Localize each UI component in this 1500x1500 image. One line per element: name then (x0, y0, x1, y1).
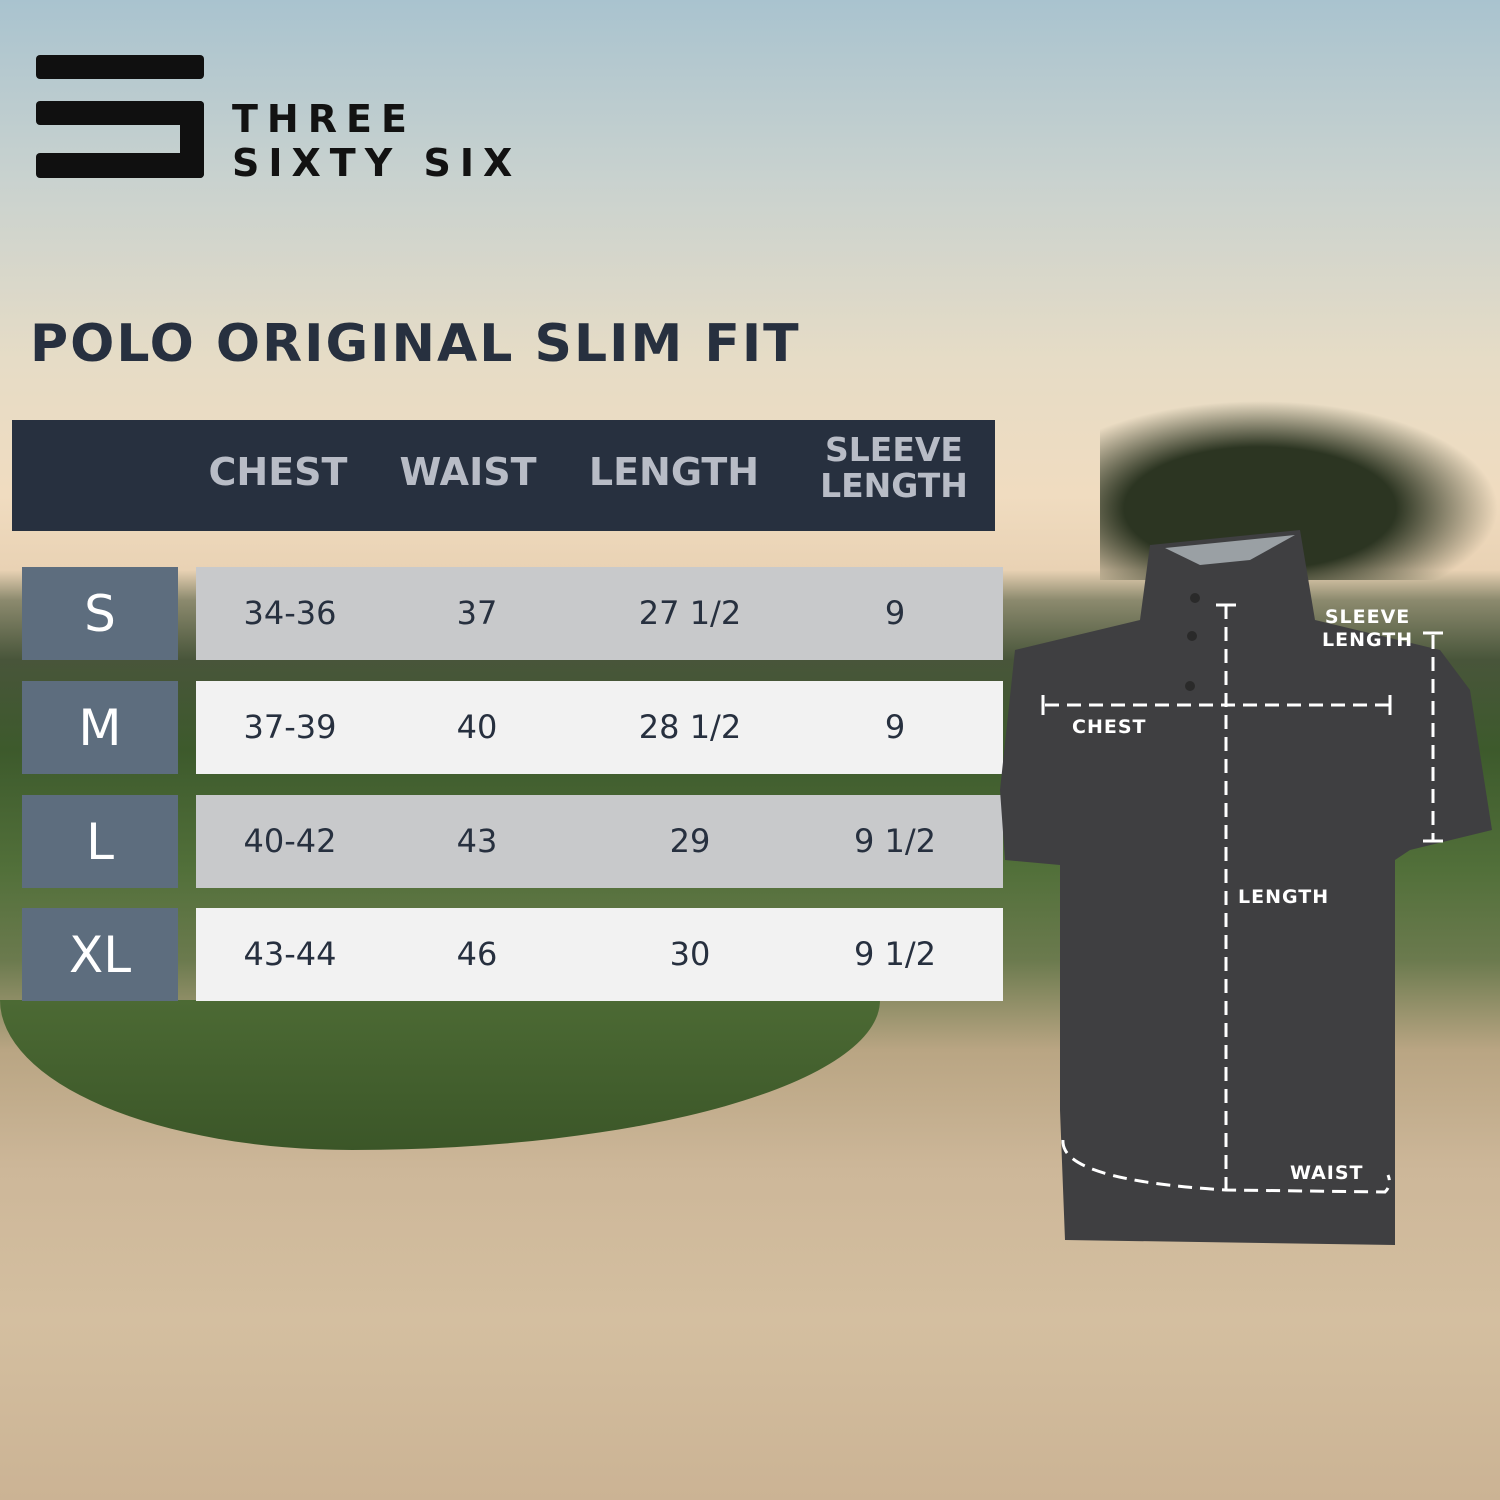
diagram-length-label: LENGTH (1238, 886, 1330, 908)
table-cell-chest: 40-42 (243, 822, 337, 860)
table-row: 43-44 46 30 9 1/2 (196, 908, 1003, 1001)
header-sleeve-line1: SLEEVE (825, 430, 963, 469)
polo-shirt (1000, 530, 1492, 1245)
table-row: 40-42 43 29 9 1/2 (196, 795, 1003, 888)
header-chest: CHEST (208, 450, 348, 494)
table-cell-chest: 37-39 (243, 708, 337, 746)
table-cell-sleeve-length: 9 (884, 708, 906, 746)
size-label-m: M (22, 681, 178, 774)
header-sleeve-line2: LENGTH (820, 466, 968, 506)
brand-line2: SIXTY SIX (232, 141, 522, 185)
header-sleeve-length: SLEEVE LENGTH (820, 430, 968, 506)
header-waist: WAIST (399, 450, 537, 494)
table-cell-sleeve-length: 9 1/2 (853, 822, 937, 860)
table-cell-waist: 43 (456, 822, 498, 860)
table-cell-waist: 37 (456, 594, 498, 632)
diagram-sleeve-line1: SLEEVE (1324, 606, 1411, 628)
table-cell-chest: 34-36 (243, 594, 337, 632)
brand-line1: THREE (232, 97, 416, 141)
table-row: 34-36 37 27 1/2 9 (196, 567, 1003, 660)
table-cell-length: 29 (669, 822, 711, 860)
diagram-chest-label: CHEST (1072, 716, 1147, 738)
size-label-s: S (22, 567, 178, 660)
diagram-sleeve-label: SLEEVE LENGTH (1322, 606, 1413, 652)
diagram-waist-label: WAIST (1290, 1162, 1364, 1184)
size-label-l: L (22, 795, 178, 888)
page-title: POLO ORIGINAL SLIM FIT (30, 314, 801, 374)
table-cell-sleeve-length: 9 (884, 594, 906, 632)
diagram-sleeve-line2: LENGTH (1322, 628, 1414, 651)
size-label-xl: XL (22, 908, 178, 1001)
table-row: 37-39 40 28 1/2 9 (196, 681, 1003, 774)
table-cell-waist: 46 (456, 935, 498, 973)
table-header: CHEST WAIST LENGTH SLEEVE LENGTH (12, 420, 995, 531)
table-cell-length: 30 (669, 935, 711, 973)
header-length: LENGTH (588, 450, 760, 494)
table-cell-chest: 43-44 (243, 935, 337, 973)
table-cell-sleeve-length: 9 1/2 (853, 935, 937, 973)
table-cell-length: 27 1/2 (638, 594, 742, 632)
table-cell-waist: 40 (456, 708, 498, 746)
table-cell-length: 28 1/2 (638, 708, 742, 746)
